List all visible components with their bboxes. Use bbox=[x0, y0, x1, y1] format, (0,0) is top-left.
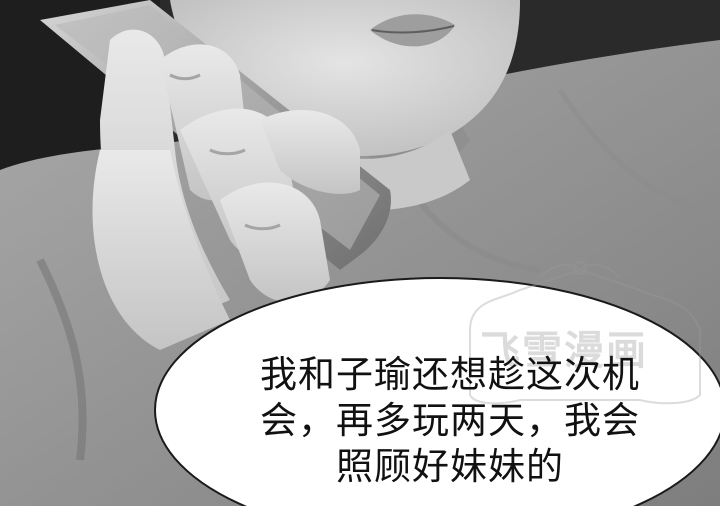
hand bbox=[92, 29, 360, 350]
speech-bubble-text: 我和子瑜还想趁这次机 会，再多玩两天，我会 照顾好妹妹的 bbox=[200, 352, 700, 490]
watermark-text: 飞雪漫画 bbox=[480, 328, 648, 374]
speech-bubble bbox=[154, 277, 720, 506]
speech-line-3: 照顾好妹妹的 bbox=[336, 445, 564, 488]
speech-line-2: 会，再多玩两天，我会 bbox=[260, 399, 640, 442]
watermark-frame bbox=[469, 261, 701, 405]
lips bbox=[370, 14, 455, 47]
speech-line-1: 我和子瑜还想趁这次机 bbox=[260, 353, 640, 396]
